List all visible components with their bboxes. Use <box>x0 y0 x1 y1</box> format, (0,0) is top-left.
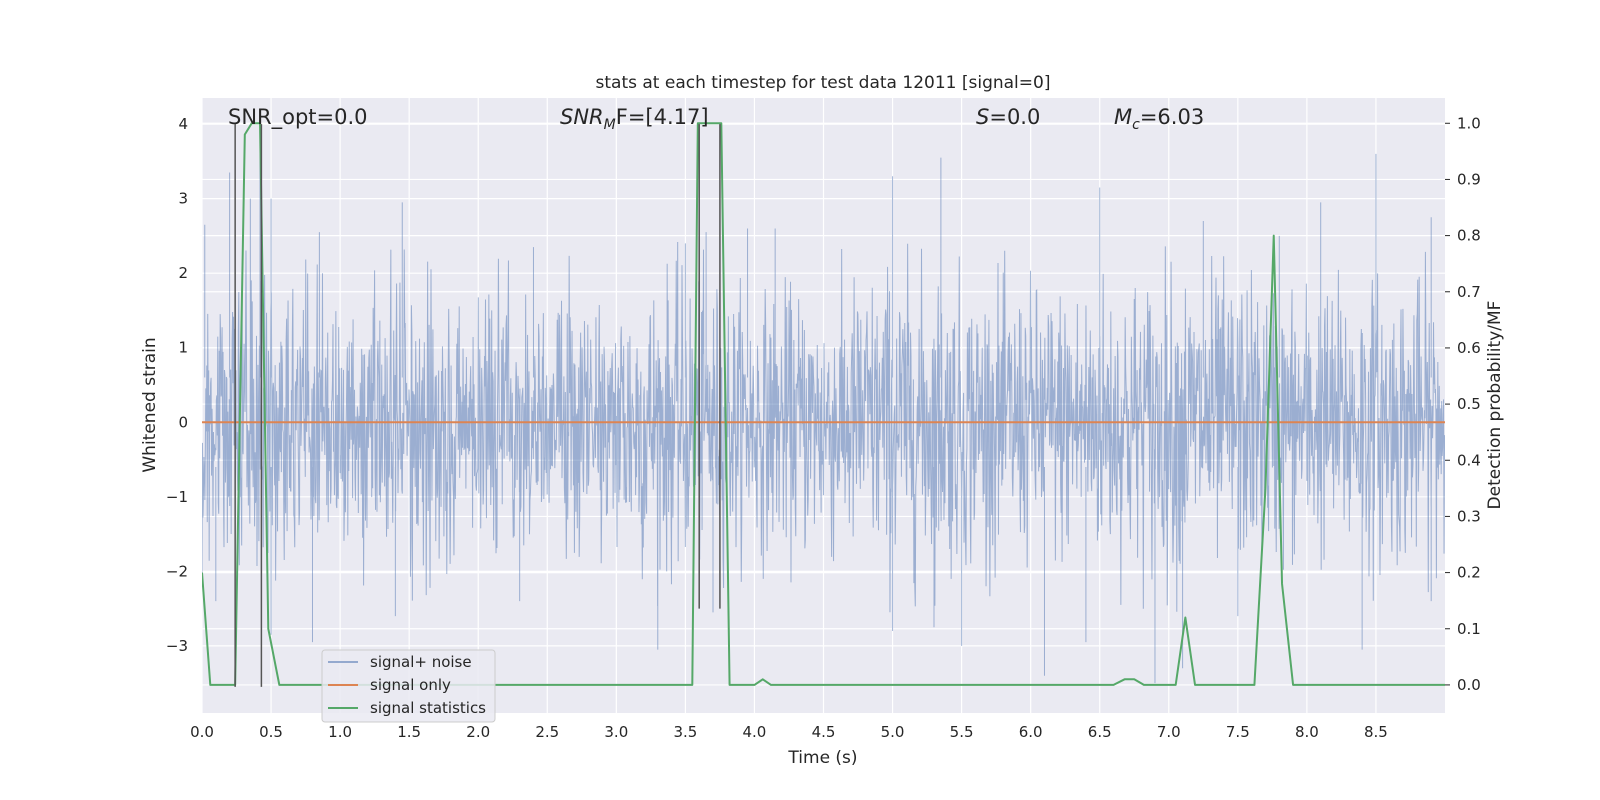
y-tick-label-right: 0.8 <box>1457 227 1481 245</box>
annotation-snr-opt: SNR_opt=0.0 <box>228 105 368 130</box>
x-tick-label: 3.0 <box>604 723 628 741</box>
x-axis-label: Time (s) <box>787 748 857 768</box>
x-tick-label: 1.0 <box>328 723 352 741</box>
left-tick-labels: 4 3 2 1 0 −1 −2 −3 <box>166 115 188 655</box>
x-tick-label: 7.0 <box>1157 723 1181 741</box>
x-tick-label: 4.5 <box>812 723 836 741</box>
legend-box <box>321 649 496 723</box>
series-signal-noise <box>202 120 1445 684</box>
x-tick-label: 7.5 <box>1226 723 1250 741</box>
x-tick-label: 5.0 <box>881 723 905 741</box>
snr-mf-value: F=[4.17] <box>616 105 709 129</box>
legend-label-signal-statistics: signal statistics <box>370 699 486 717</box>
y-axis-label-left: Whitened strain <box>140 337 160 472</box>
y-tick-label-left: −1 <box>166 488 188 506</box>
y-tick-label-left: 0 <box>178 413 188 431</box>
x-tick-label: 3.5 <box>673 723 697 741</box>
legend-label-signal-noise: signal+ noise <box>370 653 472 671</box>
series-layer <box>202 120 1445 687</box>
snr-mf-symbol: SNR <box>560 105 604 129</box>
y-axis-label-right: Detection probability/MF <box>1485 301 1505 510</box>
y-tick-label-left: 3 <box>178 190 188 208</box>
x-tick-label: 4.0 <box>743 723 767 741</box>
x-tick-label: 0.5 <box>259 723 283 741</box>
x-tick-label: 1.5 <box>397 723 421 741</box>
right-tick-labels: 1.0 0.9 0.8 0.7 0.6 0.5 0.4 0.3 0.2 0.1 0.0 <box>1445 114 1481 694</box>
mc-symbol: M <box>1114 105 1132 129</box>
x-tick-label: 8.0 <box>1295 723 1319 741</box>
y-tick-label-left: −3 <box>166 637 188 655</box>
y-tick-label-left: 2 <box>178 264 188 282</box>
y-tick-label-right: 0.1 <box>1457 620 1481 638</box>
x-tick-label: 5.5 <box>950 723 974 741</box>
y-tick-label-left: 1 <box>178 339 188 357</box>
y-tick-label-right: 0.0 <box>1457 676 1481 694</box>
mc-subscript: c <box>1132 117 1140 133</box>
x-tick-label: 2.5 <box>535 723 559 741</box>
annotation-mc: Mc=6.03 <box>1114 105 1204 133</box>
s-value: =0.0 <box>989 105 1040 129</box>
y-tick-label-left: −2 <box>166 562 188 580</box>
x-tick-label: 2.0 <box>466 723 490 741</box>
chart-title: stats at each timestep for test data 120… <box>596 73 1051 93</box>
x-tick-label: 8.5 <box>1364 723 1388 741</box>
y-tick-label-right: 0.7 <box>1457 283 1481 301</box>
x-tick-labels: 0.0 0.5 1.0 1.5 2.0 2.5 3.0 3.5 4.0 4.5 5.0 5.5 6.0 6… <box>190 723 1388 741</box>
y-tick-label-right: 1.0 <box>1457 114 1481 132</box>
x-tick-label: 6.5 <box>1088 723 1112 741</box>
x-tick-label: 6.0 <box>1019 723 1043 741</box>
annotation-snr-mf: SNRMF=[4.17] <box>560 105 709 133</box>
snr-mf-subscript: M <box>604 117 616 133</box>
legend-label-signal-only: signal only <box>370 676 451 694</box>
y-tick-label-left: 4 <box>178 115 188 133</box>
s-symbol: S <box>976 105 989 129</box>
y-tick-label-right: 0.3 <box>1457 507 1481 525</box>
y-tick-label-right: 0.2 <box>1457 564 1481 582</box>
y-tick-label-right: 0.6 <box>1457 339 1481 357</box>
y-tick-label-right: 0.9 <box>1457 170 1481 188</box>
y-tick-label-right: 0.4 <box>1457 451 1481 469</box>
annotation-s: S=0.0 <box>976 105 1040 129</box>
y-tick-label-right: 0.5 <box>1457 395 1481 413</box>
mc-value: =6.03 <box>1140 105 1204 129</box>
x-tick-label: 0.0 <box>190 723 214 741</box>
legend: signal+ noise signal only signal statist… <box>321 649 496 723</box>
